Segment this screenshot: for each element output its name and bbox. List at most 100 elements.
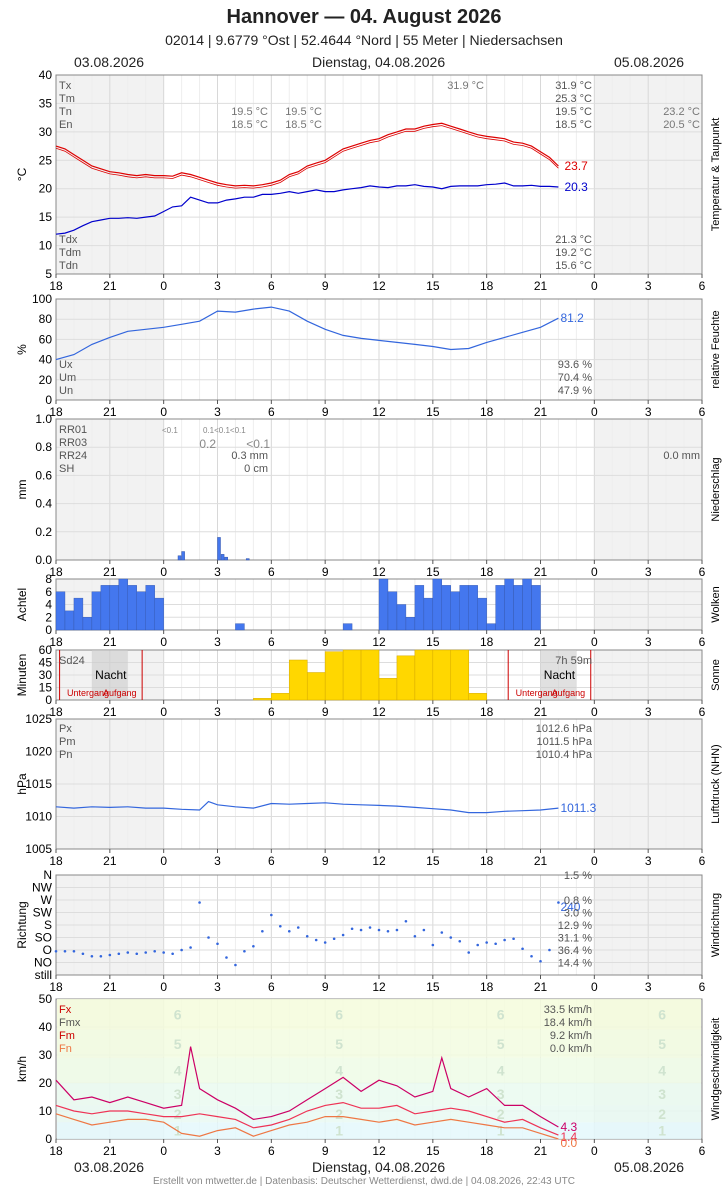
direction-point (135, 952, 139, 956)
x-tick-label: 9 (322, 565, 329, 579)
stat-key: Pm (59, 736, 76, 748)
x-tick-label: 6 (268, 635, 275, 649)
panel-2: 1.00.80.60.40.20.018 21 0 3 6 9 12 15 18 21 0 3 6mm N… (15, 412, 722, 579)
direction-point (305, 934, 309, 938)
beaufort-number: 1 (497, 1123, 505, 1139)
cloud-bar (387, 591, 398, 631)
y-tick-label: O (43, 943, 52, 957)
night-label: Nacht (95, 668, 127, 682)
direction-point (521, 947, 524, 951)
x-tick-label: 6 (699, 705, 706, 719)
x-tick-label: 18 (480, 279, 494, 293)
x-tick-label: 21 (534, 279, 548, 293)
stat-value: 1011.5 hPa (537, 736, 593, 748)
x-tick-label: 3 (214, 705, 221, 719)
x-tick-label: 3 (214, 279, 221, 293)
x-tick-label: 18 (49, 980, 63, 994)
x-tick-label: 21 (103, 405, 117, 419)
y-tick-label: 30 (39, 668, 53, 682)
stat-value: 0.3 mm (231, 450, 268, 462)
precip-bar (245, 558, 250, 561)
stat-key: Fn (59, 1043, 72, 1055)
x-tick-label: 3 (214, 405, 221, 419)
precip-bar (177, 555, 182, 561)
beaufort-number: 2 (497, 1106, 505, 1122)
direction-point (216, 942, 219, 946)
panel-title: Windgeschwindigkeit (710, 1018, 722, 1121)
y-tick-label: 20 (39, 1076, 53, 1090)
cloud-bar (477, 597, 487, 631)
x-tick-label: 9 (322, 635, 329, 649)
x-tick-label: 18 (480, 635, 494, 649)
direction-point (296, 926, 300, 929)
direction-point (99, 954, 103, 958)
beaufort-number: 6 (174, 1006, 182, 1022)
direction-point (440, 931, 444, 934)
direction-point (431, 943, 435, 947)
y-tick-label: 1.0 (35, 412, 52, 426)
last-value-label: 1011.3 (560, 801, 596, 815)
y-tick-label: 6 (45, 585, 52, 599)
date-main: Dienstag, 04.08.2026 (312, 1159, 446, 1175)
stat-value: 70.4 % (558, 372, 592, 384)
y-axis-label: mm (15, 480, 29, 500)
y-tick-label: 0.6 (35, 468, 52, 482)
cloud-bar (450, 591, 460, 631)
night-label: Nacht (544, 668, 576, 682)
direction-point (162, 951, 165, 954)
beaufort-number: 3 (658, 1086, 666, 1102)
temp-line-min (55, 125, 559, 189)
y-axis-label: % (15, 344, 29, 355)
sun-bar (396, 655, 416, 701)
beaufort-number: 4 (335, 1062, 343, 1078)
direction-point (422, 928, 426, 932)
x-tick-label: 0 (160, 1144, 167, 1158)
direction-point (512, 937, 515, 941)
dew-last-label: 20.3 (564, 180, 588, 194)
sunrise-label: Aufgang (552, 688, 586, 698)
cloud-bar (136, 591, 146, 631)
y-tick-label: 60 (39, 643, 53, 657)
x-tick-label: 15 (426, 980, 440, 994)
wind-last-label: 4.3 (560, 1120, 577, 1134)
y-tick-label: 0.4 (35, 497, 52, 511)
y-tick-label: 80 (39, 312, 53, 326)
direction-point (503, 938, 506, 942)
direction-point (485, 941, 488, 944)
direction-point (234, 963, 237, 967)
x-tick-label: 6 (268, 405, 275, 419)
x-tick-label: 3 (645, 705, 652, 719)
direction-point (386, 929, 390, 933)
x-tick-label: 15 (426, 405, 440, 419)
x-tick-label: 3 (645, 565, 652, 579)
y-tick-label: 15 (39, 210, 53, 224)
x-tick-label: 0 (591, 635, 598, 649)
x-tick-label: 0 (591, 405, 598, 419)
cloud-bar (504, 578, 514, 631)
direction-point (350, 927, 354, 931)
y-tick-label: 30 (39, 125, 53, 139)
direction-point (341, 933, 345, 937)
stat-value: 9.2 km/h (550, 1030, 592, 1042)
beaufort-number: 2 (335, 1106, 343, 1122)
x-tick-label: 0 (160, 405, 167, 419)
x-tick-label: 15 (426, 279, 440, 293)
y-axis-label: Achtel (15, 588, 29, 621)
cloud-bar (459, 585, 469, 631)
x-tick-label: 15 (426, 635, 440, 649)
direction-point (54, 949, 58, 953)
stat-key: Tdx (59, 234, 78, 246)
x-tick-label: 21 (103, 1144, 117, 1158)
y-tick-label: 45 (39, 656, 53, 670)
y-tick-label: 0.8 (35, 440, 52, 454)
y-tick-label: 10 (39, 1104, 53, 1118)
precip-bar (217, 537, 221, 561)
stat-value: 18.5 °C (555, 119, 592, 131)
cloud-bar (441, 585, 451, 631)
direction-point (377, 928, 381, 932)
stat-value: 33.5 km/h (544, 1004, 592, 1016)
cloud-bar (145, 585, 155, 631)
stat-key: Fx (59, 1004, 72, 1016)
sun-bar (271, 693, 290, 701)
